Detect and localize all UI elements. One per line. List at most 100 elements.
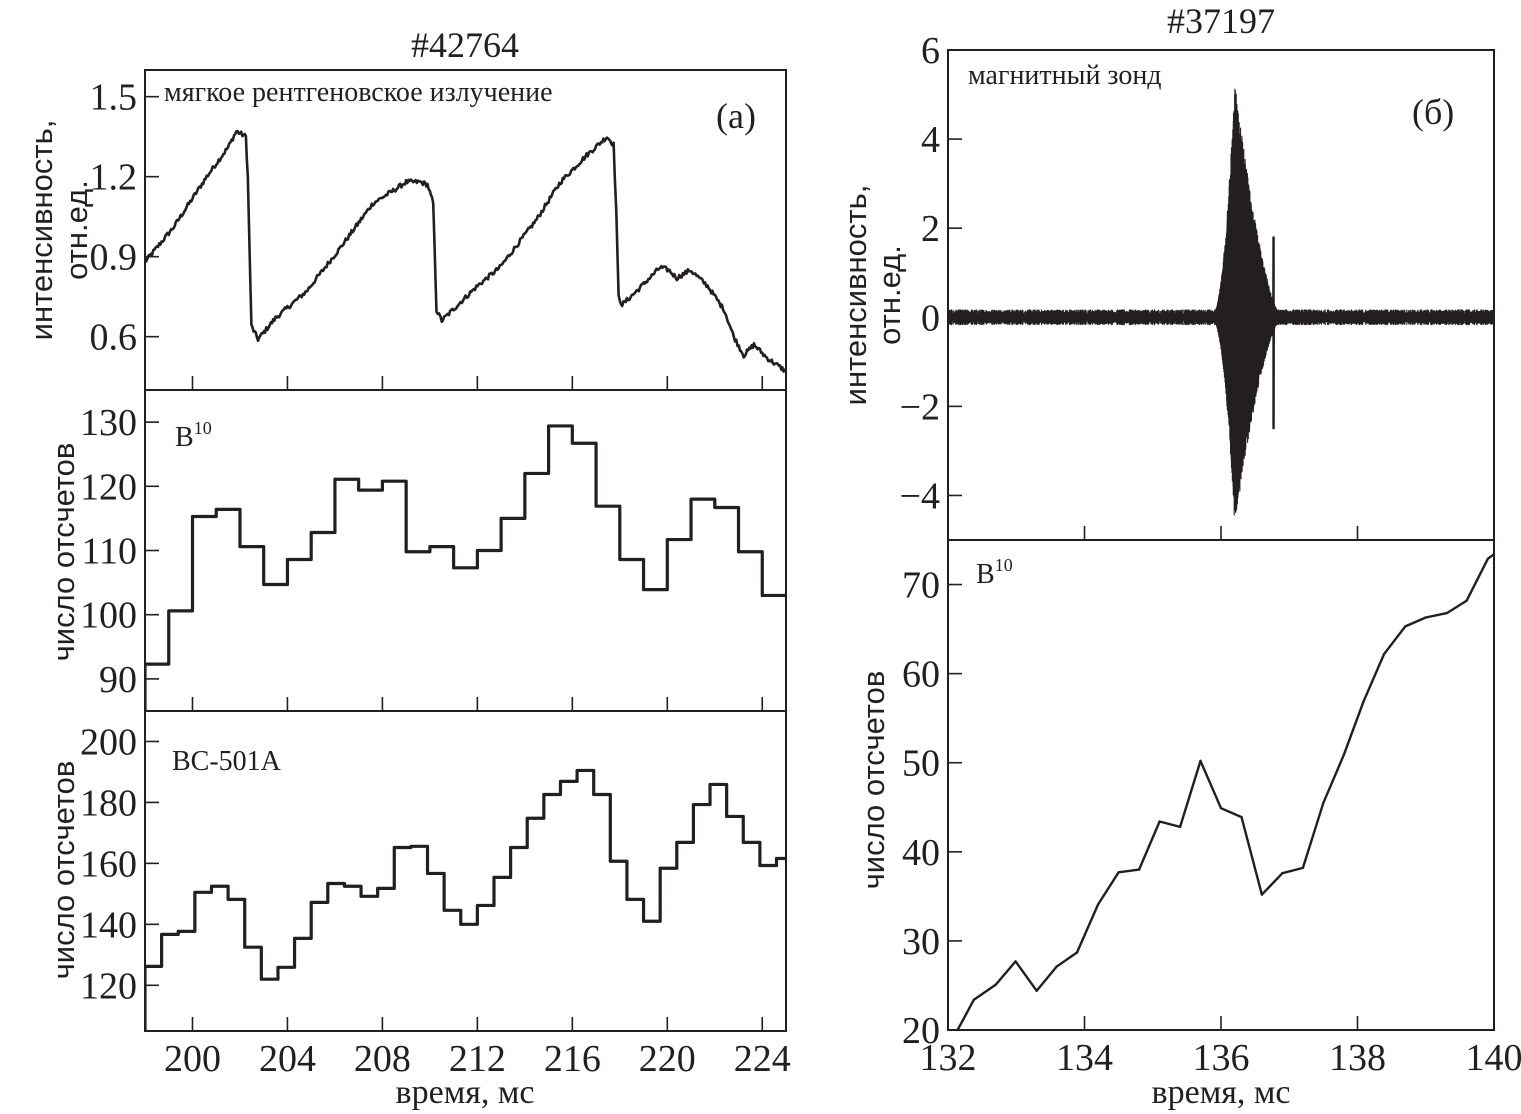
y-tick-label: 0.9 bbox=[90, 237, 138, 279]
annotation-soft-xray: мягкое рентгеновское излучение bbox=[164, 77, 553, 108]
data-point bbox=[1301, 866, 1305, 870]
data-point bbox=[994, 983, 997, 986]
panel-tag-b: (б) bbox=[1412, 92, 1454, 132]
x-tick-label: 216 bbox=[544, 1038, 601, 1080]
svg-text:интенсивность,: интенсивность, bbox=[24, 120, 59, 341]
x-tick-label: 138 bbox=[1329, 1037, 1386, 1079]
y-tick-label: 160 bbox=[80, 843, 137, 885]
x-tick-label: 220 bbox=[639, 1038, 696, 1080]
data-point bbox=[1362, 700, 1365, 703]
y-tick-label: 0 bbox=[921, 297, 940, 339]
data-point bbox=[1014, 960, 1017, 963]
x-tick-label: 204 bbox=[259, 1038, 316, 1080]
y-tick-label: 1.5 bbox=[90, 77, 138, 119]
x-tick-label: 140 bbox=[1466, 1037, 1521, 1079]
data-point bbox=[1158, 820, 1161, 823]
ylabel-b-bot: число отсчетов bbox=[856, 671, 891, 890]
y-tick-label: 140 bbox=[80, 904, 137, 946]
ylabel-b-top: интенсивность, отн.ед. bbox=[838, 185, 907, 406]
svg-text:отн.ед.: отн.ед. bbox=[872, 245, 907, 345]
data-point bbox=[1382, 652, 1386, 656]
data-point bbox=[1096, 903, 1100, 906]
y-tick-label: 50 bbox=[902, 743, 940, 785]
y-tick-label: 120 bbox=[80, 466, 137, 508]
data-point bbox=[1465, 599, 1468, 602]
data-point bbox=[1424, 616, 1427, 619]
y-tick-label: 20 bbox=[902, 1010, 940, 1052]
data-point bbox=[1404, 625, 1407, 628]
y-tick-label: 60 bbox=[902, 654, 940, 696]
data-point bbox=[1322, 801, 1325, 805]
x-tick-label: 134 bbox=[1056, 1037, 1113, 1079]
y-tick-label: 110 bbox=[81, 531, 137, 573]
annotation-b10-b: B10 bbox=[976, 555, 1013, 590]
svg-text:интенсивность,: интенсивность, bbox=[838, 185, 873, 406]
panel-b_top: −4 −2 0 2 4 6 bbox=[900, 30, 1495, 541]
y-tick-label: 30 bbox=[902, 921, 940, 963]
panel-b_bot: 132 134 136 138 140 20 30 40 50 60 70 bbox=[902, 539, 1521, 1079]
annotation-magnetic-probe: магнитный зонд bbox=[968, 60, 1162, 91]
y-tick-label: 100 bbox=[80, 595, 137, 637]
data-point bbox=[1075, 951, 1079, 954]
y-tick-label: −4 bbox=[900, 475, 940, 517]
histogram-series-a_bot bbox=[145, 768, 786, 1031]
y-tick-label: 40 bbox=[902, 832, 940, 874]
data-point bbox=[1445, 611, 1449, 615]
ylabel-a-top: интенсивность, отн.ед. bbox=[24, 120, 94, 341]
histogram-series-a_mid bbox=[145, 424, 786, 711]
y-tick-label: 70 bbox=[902, 565, 940, 607]
annotation-b10-a: B10 bbox=[175, 418, 212, 453]
y-tick-label: 1.2 bbox=[90, 157, 138, 199]
figure-title-a: #42764 bbox=[411, 25, 519, 65]
x-tick-label: 136 bbox=[1193, 1037, 1250, 1079]
data-point bbox=[1219, 806, 1223, 810]
xlabel-a: время, мс bbox=[396, 1074, 535, 1111]
panel-a_top: 0.6 0.9 1.2 1.5 bbox=[90, 69, 787, 391]
data-point bbox=[1137, 868, 1141, 871]
panel-tag-a: (а) bbox=[716, 96, 756, 136]
data-point bbox=[1055, 965, 1058, 968]
data-point bbox=[1035, 989, 1038, 992]
x-tick-label: 200 bbox=[164, 1038, 221, 1080]
data-point bbox=[1260, 893, 1264, 896]
y-tick-label: −2 bbox=[900, 386, 940, 428]
line-series-a_top bbox=[145, 129, 786, 373]
x-tick-label: 224 bbox=[734, 1038, 791, 1080]
y-tick-label: 90 bbox=[99, 659, 137, 701]
data-point bbox=[1492, 553, 1496, 556]
data-point bbox=[1117, 871, 1120, 874]
y-tick-label: 130 bbox=[80, 402, 137, 444]
figure-title-b: #37197 bbox=[1167, 1, 1275, 41]
annotation-bc501a: BC-501A bbox=[172, 746, 282, 777]
plot-frame bbox=[144, 69, 787, 391]
x-tick-label: 212 bbox=[449, 1038, 506, 1080]
y-tick-label: 180 bbox=[80, 782, 137, 824]
data-point bbox=[972, 998, 976, 1001]
y-tick-label: 120 bbox=[80, 965, 137, 1007]
magnetic-probe-signal bbox=[948, 88, 1494, 516]
data-point bbox=[1199, 759, 1202, 763]
x-tick-label: 208 bbox=[354, 1038, 411, 1080]
y-tick-label: 0.6 bbox=[90, 317, 138, 359]
data-point bbox=[1240, 815, 1243, 819]
data-point bbox=[1281, 872, 1284, 875]
plot-frame bbox=[947, 539, 1495, 1031]
plot-frame bbox=[144, 710, 787, 1032]
x-tick-label: 132 bbox=[920, 1037, 977, 1079]
panel-a_bot: 200 204 208 212 216 220 224 120 140 160 180 200 bbox=[80, 710, 791, 1080]
line-series-b_bot bbox=[956, 553, 1494, 1030]
data-point bbox=[1178, 825, 1182, 829]
data-point bbox=[1342, 753, 1346, 756]
data-point bbox=[956, 1028, 959, 1032]
y-tick-label: 200 bbox=[80, 721, 137, 763]
ylabel-a-mid: число отсчетов bbox=[46, 443, 81, 662]
y-tick-label: 2 bbox=[921, 208, 940, 250]
y-tick-label: 6 bbox=[921, 30, 940, 72]
xlabel-b: время, мс bbox=[1152, 1074, 1291, 1111]
svg-text:отн.ед.: отн.ед. bbox=[59, 180, 94, 280]
plot-frame bbox=[144, 389, 787, 712]
ylabel-a-bot: число отсчетов bbox=[46, 761, 81, 980]
y-tick-label: 4 bbox=[921, 119, 940, 161]
data-point bbox=[1486, 557, 1490, 560]
